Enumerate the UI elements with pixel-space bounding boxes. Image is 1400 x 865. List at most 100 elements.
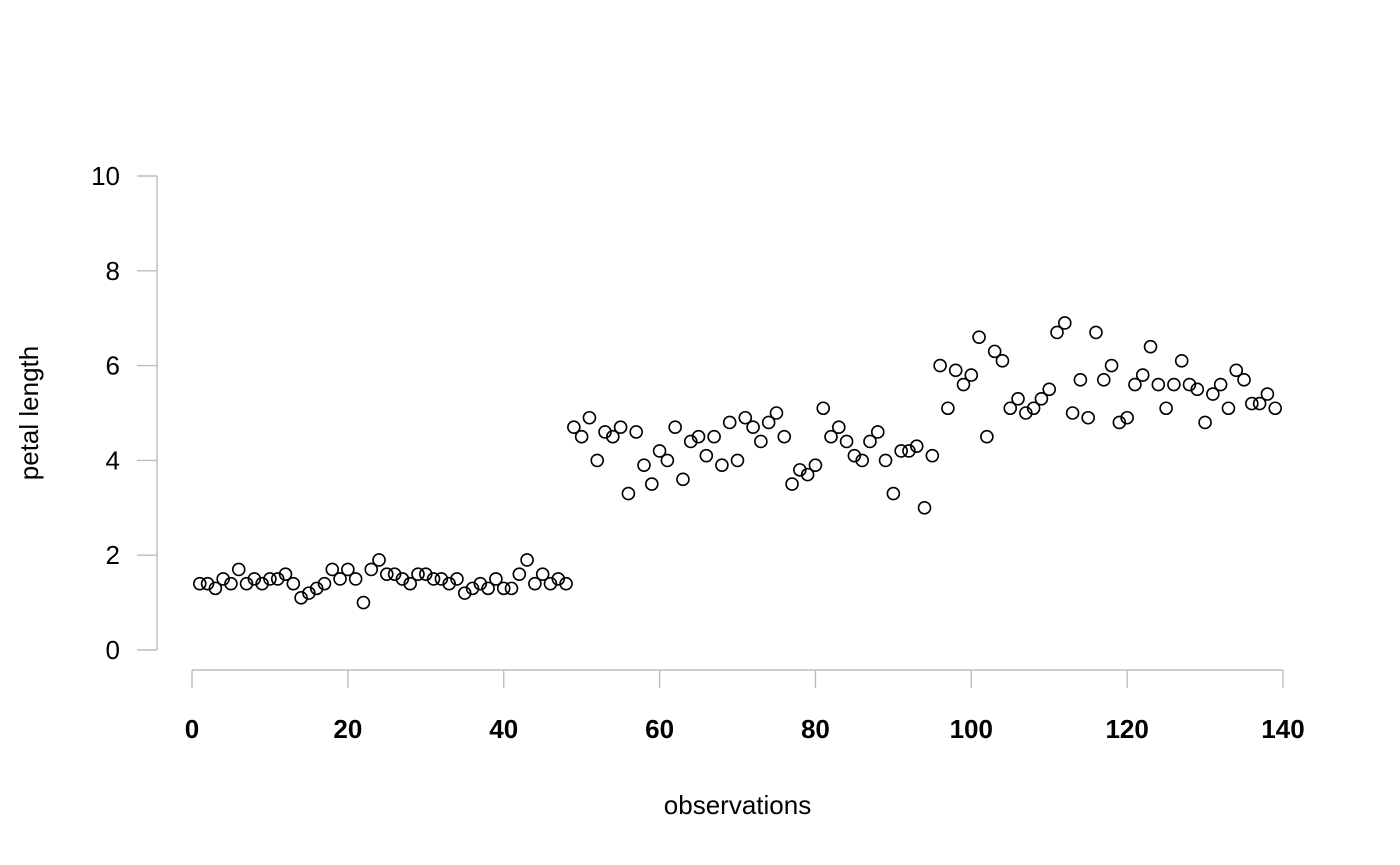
x-tick-label: 40 bbox=[489, 714, 518, 744]
data-point bbox=[294, 591, 308, 605]
data-point bbox=[200, 576, 215, 591]
data-point bbox=[948, 363, 963, 378]
data-point bbox=[606, 429, 620, 444]
data-point bbox=[348, 572, 363, 586]
data-point bbox=[1128, 377, 1142, 392]
x-tick-label: 80 bbox=[801, 714, 830, 744]
data-point bbox=[652, 444, 667, 458]
data-point bbox=[325, 562, 340, 577]
data-point bbox=[863, 434, 877, 449]
data-point bbox=[528, 576, 542, 591]
data-point bbox=[691, 429, 706, 444]
data-point bbox=[909, 439, 924, 453]
x-tick-label: 60 bbox=[645, 714, 674, 744]
data-point bbox=[450, 572, 464, 586]
data-point bbox=[1182, 377, 1197, 392]
data-point bbox=[247, 572, 262, 586]
data-point bbox=[481, 581, 495, 596]
data-point bbox=[746, 420, 760, 435]
data-point bbox=[1268, 401, 1283, 416]
data-point bbox=[403, 576, 418, 591]
data-point bbox=[1096, 373, 1111, 387]
data-point bbox=[1143, 339, 1158, 354]
data-point bbox=[1104, 358, 1119, 373]
data-point bbox=[870, 425, 885, 439]
data-point bbox=[878, 453, 893, 468]
data-point bbox=[426, 572, 441, 586]
data-point bbox=[1112, 415, 1127, 430]
data-point bbox=[722, 415, 737, 430]
data-point bbox=[395, 572, 410, 586]
data-point bbox=[356, 595, 371, 610]
data-point bbox=[637, 458, 651, 472]
data-point bbox=[1019, 406, 1033, 420]
data-point bbox=[1237, 373, 1251, 387]
data-point bbox=[590, 453, 605, 468]
data-point bbox=[1245, 396, 1259, 411]
data-point bbox=[465, 581, 480, 596]
data-point bbox=[224, 576, 238, 591]
data-point bbox=[504, 581, 519, 596]
data-point bbox=[761, 415, 776, 430]
data-point bbox=[754, 434, 768, 449]
data-point bbox=[902, 444, 916, 458]
data-point bbox=[676, 472, 690, 487]
data-points bbox=[192, 316, 1283, 610]
data-point bbox=[1135, 368, 1150, 382]
y-tick-label: 2 bbox=[106, 540, 120, 570]
data-point bbox=[270, 572, 285, 586]
data-point bbox=[715, 458, 729, 472]
data-point bbox=[894, 444, 908, 458]
data-point bbox=[933, 358, 947, 373]
data-point bbox=[302, 586, 316, 600]
data-point bbox=[1252, 396, 1267, 411]
data-point bbox=[808, 458, 823, 472]
data-point bbox=[411, 567, 425, 581]
data-point bbox=[231, 562, 246, 577]
data-point bbox=[1167, 377, 1181, 392]
data-point bbox=[1026, 401, 1041, 416]
data-point bbox=[1159, 401, 1173, 416]
y-tick-label: 10 bbox=[91, 161, 120, 191]
data-point bbox=[473, 576, 488, 591]
data-point bbox=[839, 434, 854, 449]
data-point bbox=[341, 562, 355, 577]
data-point bbox=[551, 572, 566, 586]
data-point bbox=[567, 420, 581, 435]
data-point bbox=[629, 425, 643, 439]
data-point bbox=[660, 453, 675, 468]
data-point bbox=[800, 467, 815, 482]
data-point bbox=[434, 572, 449, 586]
data-point bbox=[535, 567, 550, 581]
data-point bbox=[1198, 415, 1212, 430]
data-point bbox=[1120, 410, 1134, 425]
data-point bbox=[457, 586, 472, 600]
data-point bbox=[1073, 373, 1088, 387]
data-point bbox=[917, 500, 932, 515]
data-point bbox=[286, 576, 301, 591]
data-point bbox=[1260, 387, 1275, 401]
data-point bbox=[559, 576, 573, 591]
data-point bbox=[255, 576, 269, 591]
data-point bbox=[683, 434, 698, 449]
x-tick-label: 140 bbox=[1261, 714, 1304, 744]
data-point bbox=[972, 330, 986, 344]
x-tick-label: 120 bbox=[1105, 714, 1148, 744]
data-point bbox=[964, 368, 979, 382]
data-point bbox=[816, 401, 831, 416]
data-point bbox=[1034, 391, 1049, 406]
data-point bbox=[699, 448, 714, 463]
data-point bbox=[777, 429, 792, 444]
data-point bbox=[956, 377, 971, 392]
data-point bbox=[832, 420, 846, 435]
data-point bbox=[707, 429, 721, 444]
y-tick-label: 8 bbox=[106, 256, 120, 286]
data-point bbox=[995, 354, 1010, 368]
data-point bbox=[769, 406, 784, 420]
data-point bbox=[644, 477, 659, 491]
data-point bbox=[582, 410, 597, 425]
data-point bbox=[1011, 391, 1025, 406]
data-point bbox=[941, 401, 955, 416]
data-point bbox=[333, 572, 347, 586]
